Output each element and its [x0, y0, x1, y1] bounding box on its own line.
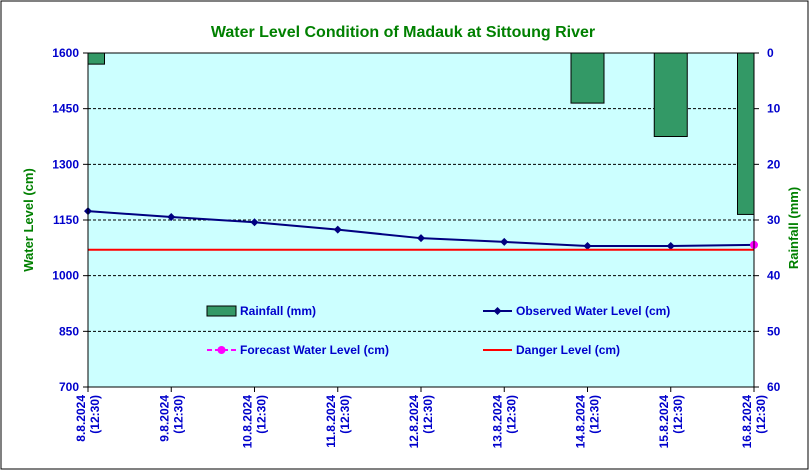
- legend-label: Danger Level (cm): [516, 343, 620, 357]
- observed-point: [333, 225, 342, 234]
- water-level-lines: [84, 207, 758, 251]
- observed-point: [666, 241, 675, 250]
- legend-label: Rainfall (mm): [240, 304, 316, 318]
- observed-point: [583, 241, 592, 250]
- x-tick-label: 11.8.2024(12:30): [324, 395, 352, 448]
- y2-tick-label: 30: [767, 213, 781, 227]
- legend-marker: [217, 346, 226, 354]
- observed-point: [250, 218, 259, 227]
- y-tick-label: 850: [59, 324, 79, 338]
- y-tick-label: 1600: [52, 46, 79, 60]
- rainfall-bar: [737, 52, 755, 215]
- x-tick-label: 15.8.2024(12:30): [657, 395, 685, 449]
- x-tick-label: 10.8.2024(12:30): [241, 395, 269, 449]
- y2-tick-label: 10: [767, 102, 781, 116]
- rainfall-bar: [87, 52, 105, 65]
- y2-tick-label: 60: [767, 380, 781, 394]
- chart-title: Water Level Condition of Madauk at Sitto…: [211, 24, 595, 41]
- y2-tick-label: 40: [767, 269, 781, 283]
- observed-point: [167, 213, 176, 222]
- y-tick-label: 1000: [52, 269, 79, 283]
- rainfall-bar: [570, 52, 605, 104]
- y2-tick-label: 50: [767, 324, 781, 338]
- y2-tick-label: 0: [767, 46, 774, 60]
- rainfall-bar: [653, 52, 688, 137]
- legend: Rainfall (mm) Observed Water Level (cm) Fo…: [206, 304, 670, 357]
- y2-tick-label: 20: [767, 157, 781, 171]
- legend-label: Observed Water Level (cm): [516, 304, 670, 318]
- observed-point: [417, 234, 425, 243]
- x-tick-label: 12.8.2024(12:30): [407, 395, 435, 449]
- rainfall-bars: [87, 52, 755, 215]
- grid-lines: [88, 108, 754, 332]
- x-tick-label: 9.8.2024(12:30): [157, 395, 185, 442]
- y-tick-label: 1450: [52, 102, 79, 116]
- x-tick-label: 14.8.2024(12:30): [574, 395, 602, 449]
- x-tick-label: 13.8.2024(12:30): [490, 395, 518, 449]
- y-tick-label: 700: [59, 380, 79, 394]
- legend-swatch: [206, 305, 237, 317]
- observed-point: [500, 237, 509, 246]
- x-tick-label: 16.8.2024(12:30): [740, 395, 768, 449]
- legend-marker: [493, 307, 502, 315]
- axes: 700 850 1000 1150 1300 1450 1600 0 10 20 30 40 50 60 8…: [52, 46, 780, 448]
- y2-axis-title: Rainfall (mm): [786, 187, 801, 269]
- y-tick-label: 1150: [53, 213, 79, 227]
- legend-label: Forecast Water Level (cm): [240, 343, 389, 357]
- x-tick-label: 8.8.2024(12:30): [74, 395, 102, 442]
- y-axis-title: Water Level (cm): [21, 168, 36, 272]
- y-tick-label: 1300: [52, 157, 79, 171]
